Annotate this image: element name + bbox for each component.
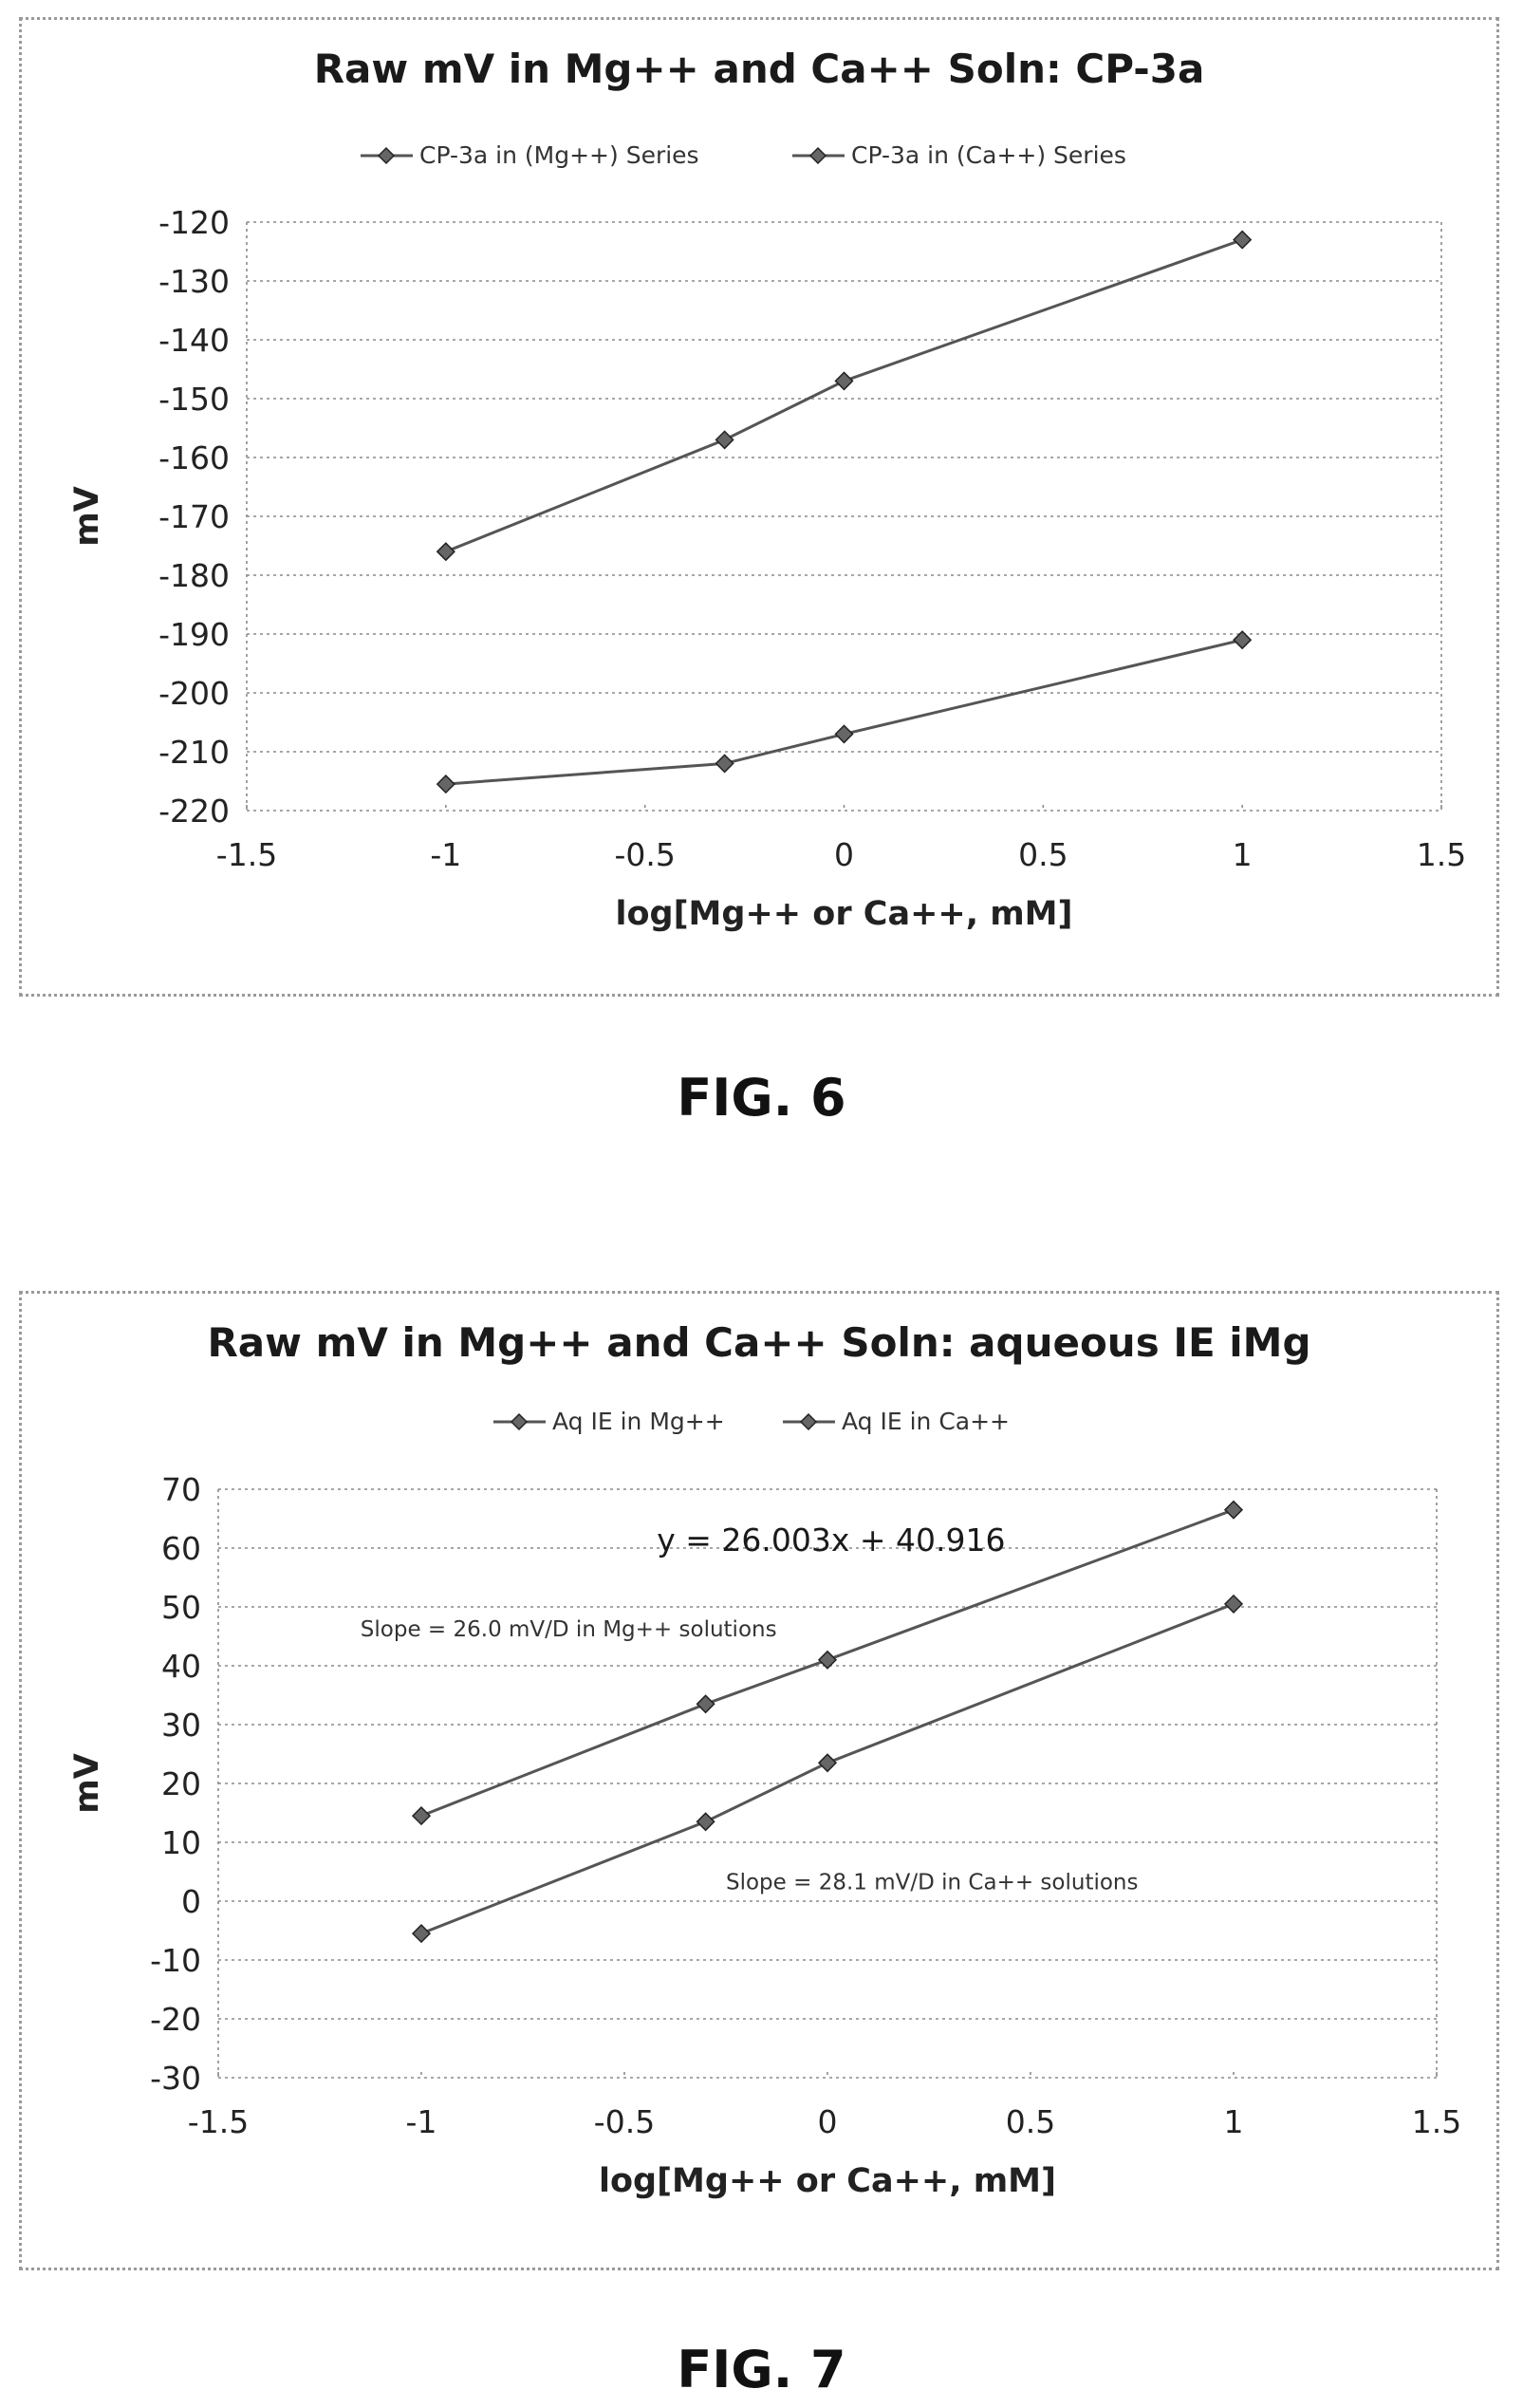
data-point-series1-1 (715, 754, 734, 774)
legend-marker-1 (799, 1412, 818, 1431)
y-tick-label: -220 (158, 793, 230, 830)
figure-label-fig6: FIG. 6 (677, 1068, 846, 1128)
x-tick-label: -1 (430, 836, 461, 873)
data-point-series1-0 (436, 775, 455, 794)
legend-label-1: CP-3a in (Ca++) Series (851, 141, 1126, 169)
y-tick-label: -170 (158, 498, 230, 535)
chart-panel-fig6: Raw mV in Mg++ and Ca++ Soln: CP-3a CP-3a… (19, 17, 1499, 997)
data-point-series0-2 (834, 371, 854, 391)
x-tick-label: -1 (406, 2103, 437, 2140)
x-tick-label: 0.5 (1018, 836, 1068, 873)
y-tick-label: -10 (150, 1942, 201, 1979)
y-tick-label: 70 (161, 1471, 201, 1508)
x-tick-label: 1 (1224, 2103, 1244, 2140)
y-tick-label: -120 (158, 204, 230, 241)
y-tick-label: 30 (161, 1707, 201, 1744)
x-tick-label: 0 (834, 836, 854, 873)
data-point-series0-3 (1223, 1500, 1244, 1520)
chart-panel-fig7: Raw mV in Mg++ and Ca++ Soln: aqueous IE… (19, 1291, 1499, 2270)
data-point-series1-3 (1233, 630, 1253, 650)
y-tick-label: -200 (158, 675, 230, 712)
y-axis-label: mV (68, 1753, 106, 1814)
data-point-series1-1 (696, 1812, 715, 1832)
y-tick-label: 10 (161, 1824, 201, 1861)
data-point-series1-2 (817, 1753, 838, 1773)
chart-title: Raw mV in Mg++ and Ca++ Soln: CP-3a (314, 46, 1205, 92)
data-point-series0-0 (436, 542, 455, 562)
y-tick-label: -30 (150, 2060, 201, 2097)
y-tick-label: 40 (161, 1648, 201, 1685)
x-tick-label: 0 (818, 2103, 838, 2140)
series-line-0 (420, 1508, 1235, 1818)
y-tick-label: 20 (161, 1765, 201, 1802)
data-point-series1-0 (411, 1924, 432, 1944)
x-tick-label: -1.5 (188, 2103, 249, 2140)
y-axis-label: mV (68, 486, 106, 547)
data-point-series0-2 (817, 1650, 838, 1670)
y-tick-label: -140 (158, 322, 230, 359)
legend-label-0: Aq IE in Mg++ (552, 1408, 725, 1435)
x-tick-label: 0.5 (1006, 2103, 1055, 2140)
data-point-series1-2 (834, 724, 854, 744)
y-tick-label: 0 (181, 1883, 201, 1920)
y-tick-label: -150 (158, 381, 230, 418)
legend-marker-0 (377, 146, 396, 165)
data-point-series0-3 (1233, 230, 1253, 250)
annotation-2: Slope = 28.1 mV/D in Ca++ solutions (726, 1871, 1138, 1895)
x-tick-label: 1.5 (1412, 2103, 1461, 2140)
series-line-1 (445, 638, 1243, 786)
chart-fig6: Raw mV in Mg++ and Ca++ Soln: CP-3a CP-3a… (68, 46, 1466, 933)
series-line-0 (445, 238, 1243, 553)
x-axis-label: log[Mg++ or Ca++, mM] (615, 895, 1072, 933)
data-point-series0-1 (696, 1694, 715, 1714)
y-tick-label: -180 (158, 557, 230, 594)
x-tick-label: -0.5 (614, 836, 675, 873)
y-tick-label: -130 (158, 263, 230, 300)
series-line-1 (420, 1602, 1235, 1935)
y-tick-label: -160 (158, 439, 230, 476)
x-axis-label: log[Mg++ or Ca++, mM] (599, 2162, 1056, 2200)
x-tick-label: 1 (1233, 836, 1253, 873)
legend-label-0: CP-3a in (Mg++) Series (419, 141, 699, 169)
chart-fig7: Raw mV in Mg++ and Ca++ Soln: aqueous IE… (68, 1319, 1461, 2200)
y-tick-label: -210 (158, 734, 230, 771)
legend-marker-0 (510, 1412, 529, 1431)
data-point-series0-1 (715, 430, 734, 450)
x-tick-label: 1.5 (1417, 836, 1466, 873)
y-tick-label: -20 (150, 2001, 201, 2038)
y-tick-label: 60 (161, 1530, 201, 1567)
legend-marker-1 (808, 146, 827, 165)
y-tick-label: -190 (158, 616, 230, 653)
x-tick-label: -0.5 (594, 2103, 655, 2140)
y-tick-label: 50 (161, 1589, 201, 1626)
legend-label-1: Aq IE in Ca++ (842, 1408, 1010, 1435)
annotation-0: y = 26.003x + 40.916 (657, 1521, 1005, 1559)
annotation-1: Slope = 26.0 mV/D in Mg++ solutions (361, 1617, 777, 1642)
chart-title: Raw mV in Mg++ and Ca++ Soln: aqueous IE… (207, 1319, 1310, 1366)
x-tick-label: -1.5 (216, 836, 277, 873)
figure-label-fig7: FIG. 7 (677, 2340, 846, 2399)
data-point-series1-3 (1223, 1594, 1244, 1614)
data-point-series0-0 (411, 1806, 432, 1826)
